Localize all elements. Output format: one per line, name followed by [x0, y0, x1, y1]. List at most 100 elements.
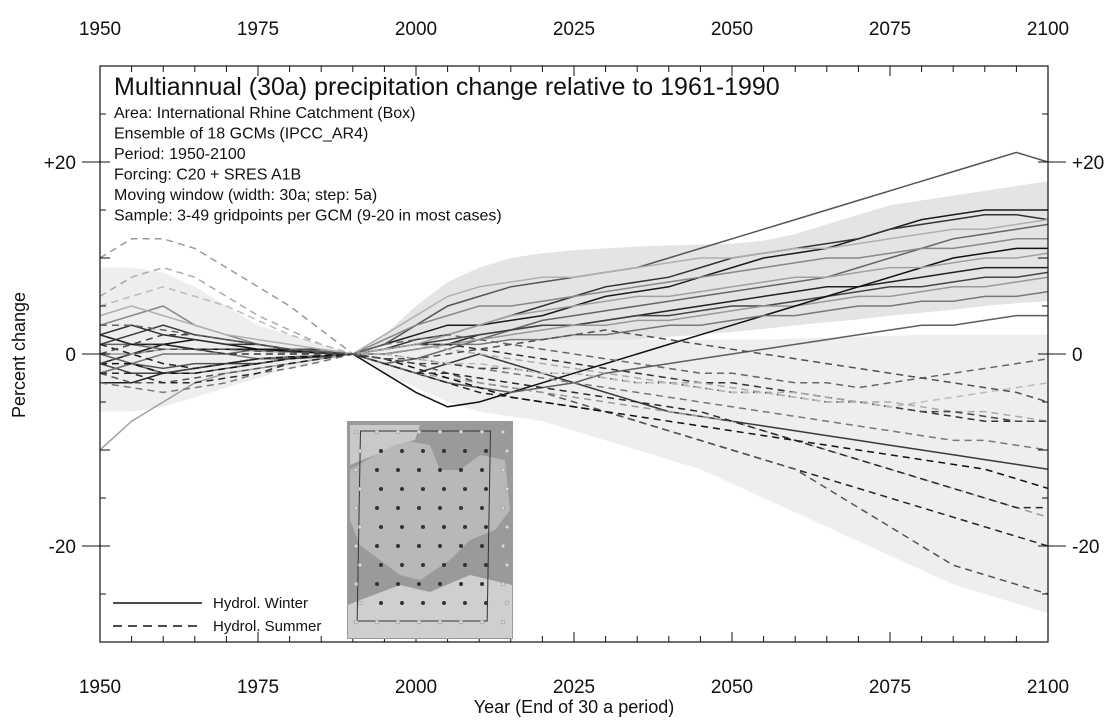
inset-gridpoint	[379, 449, 383, 453]
inset-gridpoint	[459, 468, 463, 472]
inset-gridpoint	[459, 544, 463, 548]
x-tick-label-bottom: 2025	[553, 677, 595, 698]
inset-gridpoint	[353, 619, 359, 625]
inset-gridpoint	[395, 619, 401, 625]
inset-gridpoint	[417, 582, 421, 586]
series-lines	[100, 151, 1048, 595]
inset-gridpoint	[417, 468, 421, 472]
inset-gridpoint	[400, 525, 404, 529]
inset-gridpoint	[480, 544, 484, 548]
inset-gridpoint	[396, 468, 400, 472]
inset-gridpoint	[353, 581, 359, 587]
inset-gridpoint	[379, 601, 383, 605]
x-tick-label-top: 2100	[1027, 19, 1069, 40]
inset-gridpoint	[504, 600, 510, 606]
inset-gridpoint	[357, 448, 363, 454]
inset-gridpoint	[463, 601, 467, 605]
inset-gridpoint	[458, 429, 464, 435]
inset-gridpoint	[416, 619, 422, 625]
chart-info-block: Area: International Rhine Catchment (Box…	[114, 105, 502, 225]
x-axis-title: Year (End of 30 a period)	[474, 697, 674, 717]
inset-gridpoint	[479, 429, 485, 435]
x-tick-label-top: 2050	[711, 19, 753, 40]
inset-gridpoint	[379, 525, 383, 529]
inset-gridpoint	[417, 544, 421, 548]
x-tick-label-bottom: 2000	[395, 677, 437, 698]
inset-gridpoint	[504, 448, 510, 454]
x-tick-label-top: 2000	[395, 19, 437, 40]
inset-gridpoint	[459, 582, 463, 586]
inset-mountains	[348, 575, 512, 638]
inset-gridpoints	[353, 429, 510, 625]
inset-gridpoint	[463, 487, 467, 491]
inset-gridpoint	[379, 487, 383, 491]
inset-gridpoint	[484, 487, 488, 491]
y-tick-label-left: +20	[44, 153, 76, 174]
band-winter_range	[100, 181, 1048, 393]
inset-water	[350, 425, 420, 465]
catchment-map-inset	[347, 421, 513, 639]
x-tick-label-top: 2075	[869, 19, 911, 40]
x-tick-label-top: 2025	[553, 19, 595, 40]
inset-gridpoint	[484, 601, 488, 605]
series-line-summer-20	[100, 266, 1048, 422]
inset-gridpoint	[396, 506, 400, 510]
inset-gridpoint	[400, 563, 404, 567]
inset-gridpoint	[442, 525, 446, 529]
inset-gridpoint	[357, 562, 363, 568]
inset-gridpoint	[396, 544, 400, 548]
y-tick-label-left: -20	[49, 537, 76, 558]
inset-gridpoint	[357, 600, 363, 606]
inset-gridpoint	[374, 429, 380, 435]
inset-gridpoint	[463, 449, 467, 453]
info-line: Ensemble of 18 GCMs (IPCC_AR4)	[114, 126, 368, 143]
inset-gridpoint	[480, 582, 484, 586]
inset-gridpoint	[500, 467, 506, 473]
inset-gridpoint	[463, 525, 467, 529]
inset-gridpoint	[421, 487, 425, 491]
x-tick-label-bottom: 1975	[237, 677, 279, 698]
axis-ticks: 1950 1950 1975 1975 2000 2000 2025 2025 2050 2050…	[44, 19, 1104, 698]
inset-gridpoint	[375, 506, 379, 510]
inset-gridpoint	[459, 506, 463, 510]
inset-gridpoint	[375, 582, 379, 586]
x-tick-label-top: 1975	[237, 19, 279, 40]
inset-gridpoint	[357, 524, 363, 530]
y-tick-label-right: -20	[1072, 537, 1099, 558]
inset-gridpoint	[442, 563, 446, 567]
inset-gridpoint	[396, 582, 400, 586]
x-tick-label-bottom: 2050	[711, 677, 753, 698]
inset-gridpoint	[400, 487, 404, 491]
inset-gridpoint	[353, 429, 359, 435]
series-line-summer-23	[100, 353, 1048, 509]
inset-gridpoint	[374, 619, 380, 625]
inset-gridpoint	[353, 467, 359, 473]
info-line: Moving window (width: 30a; step: 5a)	[114, 187, 377, 204]
y-axis-title: Percent change	[9, 292, 29, 418]
inset-gridpoint	[480, 468, 484, 472]
x-tick-label-top: 1950	[79, 19, 121, 40]
inset-gridpoint	[480, 506, 484, 510]
inset-gridpoint	[458, 619, 464, 625]
x-tick-label-bottom: 2100	[1027, 677, 1069, 698]
legend-winter-label: Hydrol. Winter	[213, 595, 308, 612]
series-line-summer-24	[100, 286, 1048, 408]
info-line: Period: 1950-2100	[114, 146, 246, 163]
inset-gridpoint	[400, 601, 404, 605]
inset-gridpoint	[500, 619, 506, 625]
y-tick-label-left: 0	[65, 345, 76, 366]
inset-gridpoint	[395, 429, 401, 435]
inset-gridpoint	[353, 505, 359, 511]
inset-gridpoint	[500, 543, 506, 549]
inset-gridpoint	[463, 563, 467, 567]
series-line-summer-19	[100, 353, 1048, 490]
info-line: Sample: 3-49 gridpoints per GCM (9-20 in…	[114, 208, 502, 225]
inset-gridpoint	[417, 506, 421, 510]
inset-gridpoint	[400, 449, 404, 453]
inset-gridpoint	[504, 562, 510, 568]
inset-gridpoint	[438, 506, 442, 510]
inset-gridpoint	[416, 429, 422, 435]
inset-gridpoint	[500, 429, 506, 435]
inset-land-light	[350, 440, 510, 580]
